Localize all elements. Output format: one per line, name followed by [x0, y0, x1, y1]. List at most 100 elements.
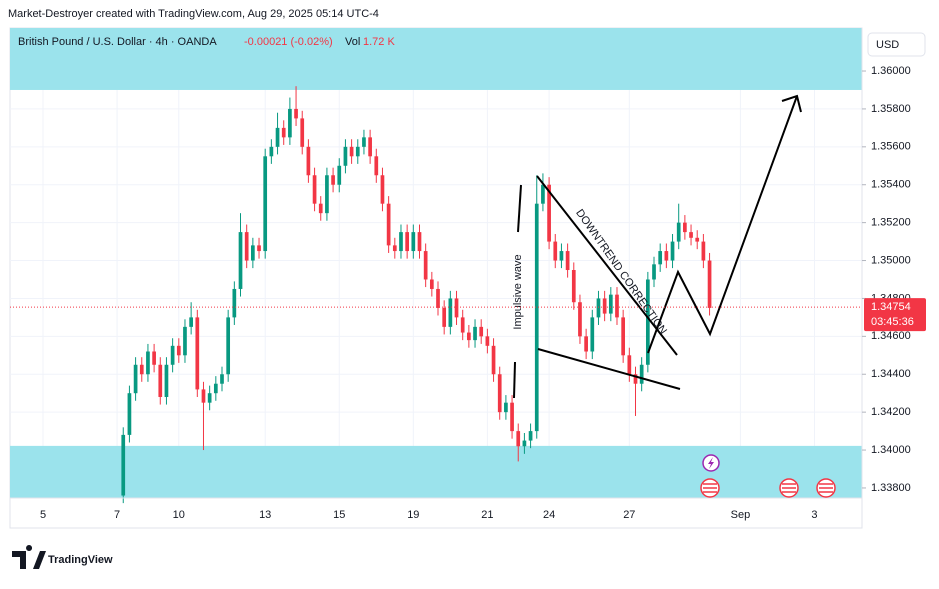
candle-body [571, 270, 576, 303]
candle-body [362, 137, 366, 147]
zones [10, 28, 862, 498]
candle-body [121, 434, 126, 496]
candle-body [232, 288, 237, 318]
y-tick-label: 1.34600 [871, 330, 911, 342]
caption: Market-Destroyer created with TradingVie… [8, 8, 379, 20]
candle-body [257, 245, 261, 252]
candle-body [584, 336, 588, 352]
candle-body [627, 355, 632, 375]
y-tick-label: 1.34400 [871, 368, 911, 380]
symbol: British Pound / U.S. Dollar · 4h · OANDA [18, 36, 217, 48]
x-tick-label: 5 [40, 509, 46, 521]
x-tick-label: 3 [811, 509, 817, 521]
candle-body [127, 393, 132, 435]
candle-body [553, 241, 558, 261]
drawings [513, 94, 802, 399]
candle-body [312, 175, 317, 204]
candle-body [300, 118, 305, 147]
candle-body [392, 245, 397, 252]
candle-body [158, 364, 163, 397]
x-tick-label: 10 [173, 509, 185, 521]
annotation-text: Impulsive wave [512, 254, 524, 329]
candle-body [473, 326, 477, 341]
y-tick-label: 1.33800 [871, 482, 911, 494]
candle-body [238, 232, 243, 289]
event-flags [700, 478, 836, 498]
candle-body [349, 146, 354, 157]
candle-body [608, 294, 613, 314]
x-tick-label: 19 [407, 509, 419, 521]
candle-body [318, 203, 323, 214]
countdown: 03:45:36 [871, 316, 914, 328]
wave-line [513, 361, 516, 399]
wedge-line [536, 175, 678, 356]
candle-body [189, 317, 193, 327]
candle-body [645, 279, 650, 365]
candle-body [170, 345, 175, 365]
x-tick-label: 27 [623, 509, 635, 521]
candle-body [590, 317, 595, 352]
candle-body [269, 146, 274, 157]
zone [10, 445, 862, 498]
candle-body [226, 317, 231, 375]
candle-body [152, 351, 156, 365]
candle-body [516, 431, 521, 447]
candle-body [288, 108, 292, 138]
candle-body [429, 279, 434, 289]
candles [121, 86, 712, 504]
candle-body [510, 402, 514, 432]
flag-stripes [703, 483, 833, 493]
candle-body [411, 232, 416, 252]
wave-line [517, 184, 522, 233]
grid [10, 28, 862, 498]
candle-body [337, 165, 342, 185]
candle-body [547, 184, 551, 242]
candle-body [331, 175, 335, 185]
volume: 1.72 K [363, 36, 395, 48]
y-tick-label: 1.35600 [871, 141, 911, 153]
candle-body [602, 298, 607, 314]
candle-body [423, 251, 428, 280]
candle-body [442, 307, 447, 327]
candle-body [281, 127, 286, 138]
arrow-head [781, 94, 802, 113]
projection-path [647, 95, 798, 354]
candle-body [676, 222, 681, 242]
x-tick-label: 7 [114, 509, 120, 521]
candle-body [368, 137, 372, 157]
event-glyph [708, 457, 714, 469]
candle-body [355, 146, 360, 157]
x-tick-label: 13 [259, 509, 271, 521]
candle-body [460, 317, 465, 333]
candle-body [707, 260, 712, 308]
candle-body [139, 364, 144, 375]
wedge-line [537, 348, 681, 390]
candle-body [479, 326, 484, 337]
candle-body [528, 431, 533, 441]
candle-body [275, 127, 280, 147]
candle-body [448, 298, 453, 327]
volume-label: Vol [345, 36, 360, 48]
candle-body [485, 336, 490, 346]
y-tick-label: 1.35200 [871, 217, 911, 229]
x-tick-label: 24 [543, 509, 555, 521]
candle-body [306, 146, 311, 176]
candle-body [689, 232, 693, 238]
currency-box[interactable] [867, 32, 926, 57]
candle-body [541, 184, 545, 204]
candle-body [386, 203, 391, 246]
candle-body [399, 232, 403, 252]
candle-body [633, 374, 638, 384]
candle-body [683, 222, 687, 233]
candle-body [658, 251, 663, 265]
candle-body [343, 146, 348, 166]
candle-body [201, 389, 206, 403]
candle-body [467, 332, 471, 341]
last-price-box [864, 298, 926, 332]
candle-body [380, 175, 385, 204]
candle-body [176, 345, 181, 356]
logo-mark [12, 545, 46, 569]
y-tick-label: 1.35800 [871, 103, 911, 115]
y-tick-label: 1.34000 [871, 444, 911, 456]
